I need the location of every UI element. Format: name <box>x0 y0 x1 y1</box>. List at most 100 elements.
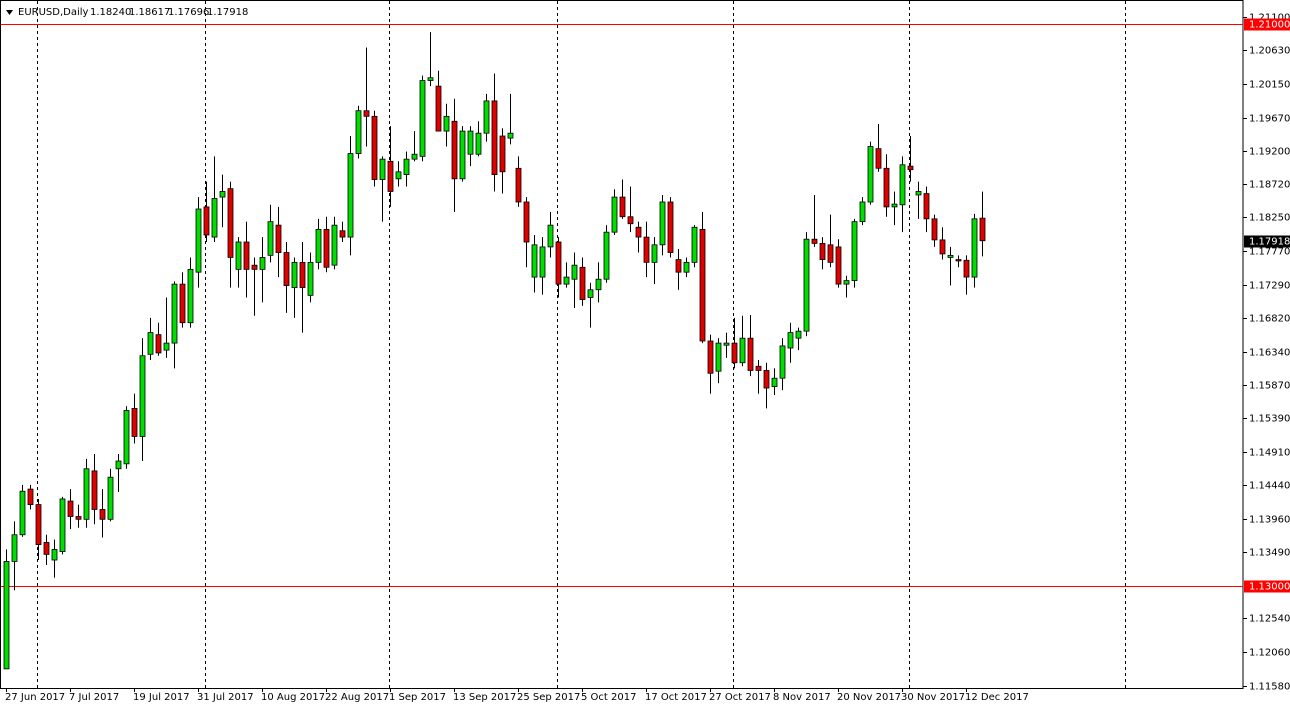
candle-body <box>923 193 930 220</box>
candle-body <box>939 239 946 255</box>
candle-body <box>635 226 642 238</box>
candle-body <box>619 196 626 218</box>
candle-body <box>275 224 282 253</box>
candle-body <box>867 146 874 203</box>
quote-label: 1.17696 <box>168 7 209 18</box>
candle-body <box>539 246 546 278</box>
candle-body <box>883 167 890 208</box>
candle-body <box>59 498 66 553</box>
candle-body <box>155 334 162 354</box>
candle-body <box>3 561 10 670</box>
y-tick-label: 1.14440 <box>1249 481 1290 492</box>
candle-body <box>747 337 754 371</box>
level-tag <box>1244 18 1290 31</box>
candle-body <box>547 224 554 248</box>
candle-body <box>827 244 834 263</box>
candle-body <box>859 201 866 223</box>
candle-body <box>331 224 338 266</box>
y-tick-label: 1.20630 <box>1249 46 1290 57</box>
quote-label: 1.18617 <box>129 7 170 18</box>
candle-body <box>315 228 322 263</box>
candle-body <box>411 153 418 160</box>
y-tick-label: 1.12060 <box>1249 648 1290 659</box>
candle-body <box>675 259 682 273</box>
candle-body <box>35 504 42 545</box>
candle-body <box>99 509 106 520</box>
candle-body <box>43 542 50 555</box>
candle-body <box>19 490 26 536</box>
candle-body <box>907 165 914 171</box>
candle-body <box>235 241 242 270</box>
x-tick-label: 19 Jul 2017 <box>133 692 190 703</box>
candle-body <box>979 217 986 242</box>
candle-body <box>515 167 522 203</box>
candle-body <box>603 231 610 280</box>
candle-body <box>803 238 810 332</box>
candle-body <box>219 191 226 198</box>
candle-body <box>899 164 906 206</box>
y-tick-label: 1.16820 <box>1249 314 1290 325</box>
candle-body <box>587 289 594 298</box>
candle-body <box>659 201 666 246</box>
candle-body <box>195 208 202 273</box>
candle-body <box>507 132 514 139</box>
candle-body <box>243 241 250 270</box>
level-tag <box>1244 580 1290 593</box>
y-tick-label: 1.16340 <box>1249 348 1290 359</box>
candle-body <box>75 516 82 520</box>
candle-body <box>51 549 58 561</box>
candle-body <box>147 332 154 355</box>
y-tick-label: 1.13960 <box>1249 515 1290 526</box>
y-tick-label: 1.11580 <box>1249 682 1290 693</box>
candle-body <box>947 254 954 258</box>
candle-body <box>723 342 730 346</box>
candle-body <box>107 476 114 520</box>
chart-title: EURUSD,Daily <box>18 7 89 18</box>
level-label: 1.21000 <box>1249 20 1290 31</box>
candle-body <box>419 80 426 157</box>
candle-body <box>555 241 562 285</box>
candle-body <box>499 135 506 173</box>
candle-body <box>283 252 290 286</box>
candle-body <box>123 410 130 465</box>
candle-body <box>187 268 194 324</box>
candle-body <box>443 115 450 132</box>
x-tick-label: 25 Sep 2017 <box>517 692 580 703</box>
candle-body <box>403 158 410 176</box>
candle-body <box>691 226 698 263</box>
candle-body <box>227 188 234 258</box>
y-tick-label: 1.19670 <box>1249 114 1290 125</box>
x-tick-label: 27 Jun 2017 <box>5 692 65 703</box>
candle-body <box>179 283 186 324</box>
candle-body <box>347 153 354 238</box>
candle-body <box>483 100 490 134</box>
candle-body <box>259 257 266 270</box>
candle-body <box>459 130 466 180</box>
candle-body <box>971 218 978 278</box>
candle-body <box>371 115 378 180</box>
candle-body <box>891 203 898 208</box>
candle-body <box>819 243 826 260</box>
y-tick-label: 1.20150 <box>1249 80 1290 91</box>
candle-body <box>163 342 170 351</box>
menu-arrow[interactable] <box>6 10 13 15</box>
candle-body <box>387 160 394 192</box>
candle-body <box>339 230 346 238</box>
y-tick-label: 1.13490 <box>1249 548 1290 559</box>
x-tick-label: 30 Nov 2017 <box>901 692 965 703</box>
candle-body <box>307 261 314 296</box>
candle-body <box>851 221 858 282</box>
candle-body <box>707 340 714 374</box>
y-tick-label: 1.12540 <box>1249 614 1290 625</box>
x-tick-label: 5 Oct 2017 <box>581 692 636 703</box>
candle-body <box>451 120 458 180</box>
candle-body <box>267 221 274 256</box>
candle-body <box>491 100 498 176</box>
candle-body <box>299 261 306 289</box>
candle-body <box>291 261 298 289</box>
candle-body <box>955 259 962 262</box>
candle-body <box>131 407 138 437</box>
candle-body <box>139 355 146 437</box>
